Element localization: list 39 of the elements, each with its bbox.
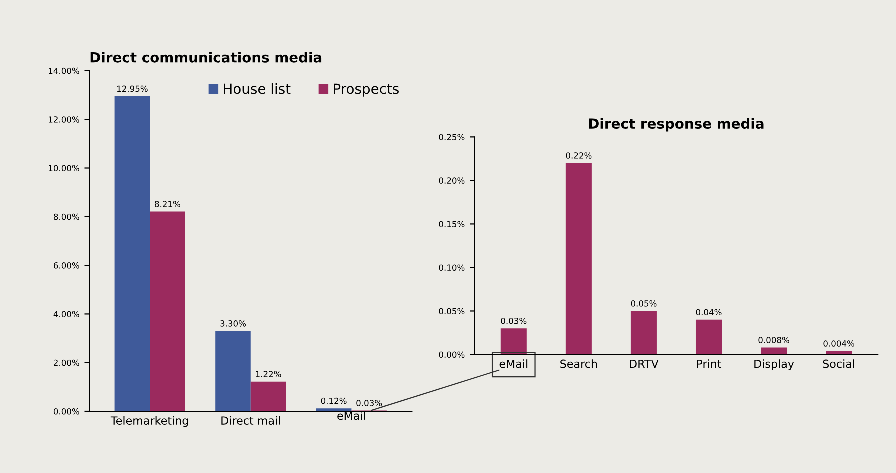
- y-tick-label: 0.20%: [439, 178, 465, 184]
- x-tick-label: Display: [754, 360, 794, 370]
- x-tick-label: eMail: [338, 412, 366, 420]
- y-tick-label: 10.00%: [49, 165, 80, 172]
- y-tick-label: 8.00%: [54, 214, 80, 220]
- data-label: 0.22%: [566, 152, 592, 159]
- y-tick-label: 0.00%: [439, 352, 465, 358]
- y-tick-label: 12.00%: [49, 116, 80, 123]
- y-tick-label: 0.00%: [54, 408, 80, 415]
- data-label: 0.04%: [696, 309, 722, 316]
- data-label: 0.004%: [824, 340, 854, 347]
- x-tick-label: Print: [697, 360, 722, 368]
- chart-title: Direct communications media: [90, 52, 322, 63]
- x-tick-label: Search: [560, 360, 598, 368]
- data-label: 1.22%: [256, 371, 282, 378]
- x-tick-label: eMail: [500, 360, 528, 368]
- data-label: 0.03%: [356, 400, 382, 406]
- legend-label: Prospects: [334, 84, 399, 97]
- x-tick-label: Social: [823, 360, 854, 368]
- data-label: 8.21%: [155, 201, 180, 208]
- y-tick-label: 4.00%: [54, 311, 80, 318]
- chart-title: Direct response media: [589, 118, 764, 132]
- data-label: 3.30%: [220, 320, 246, 327]
- data-label: 0.03%: [501, 318, 527, 324]
- y-tick-label: 2.00%: [54, 360, 80, 366]
- y-tick-label: 0.15%: [439, 221, 465, 228]
- x-tick-label: DRTV: [630, 360, 659, 368]
- y-tick-label: 0.25%: [439, 134, 465, 140]
- y-tick-label: 0.10%: [439, 264, 465, 272]
- y-tick-label: 0.05%: [439, 308, 465, 315]
- y-tick-label: 14.00%: [49, 68, 80, 74]
- y-tick-label: 6.00%: [54, 262, 80, 269]
- data-label: 12.95%: [117, 86, 148, 92]
- data-label: 0.008%: [758, 337, 790, 344]
- x-tick-label: Telemarketing: [110, 416, 188, 428]
- data-label: 0.12%: [321, 398, 347, 404]
- legend-label: House list: [224, 83, 291, 94]
- data-label: 0.05%: [631, 300, 657, 307]
- x-tick-label: Direct mail: [222, 416, 280, 425]
